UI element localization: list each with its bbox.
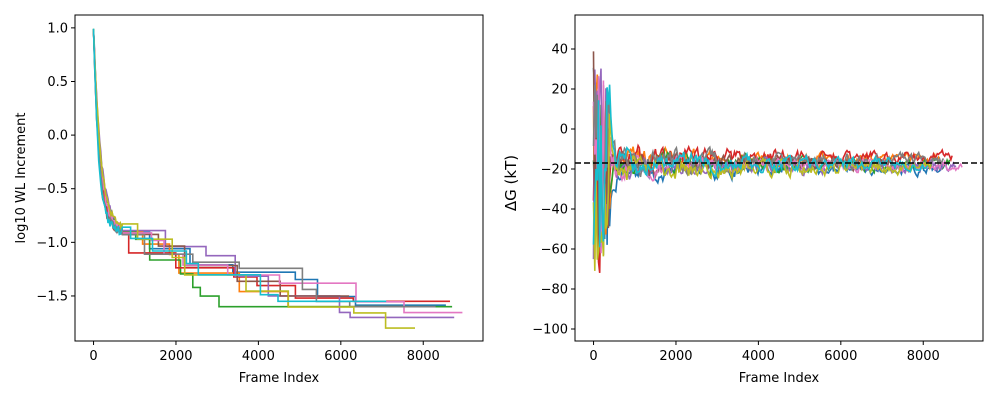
delta-g-x-tick-label: 0 bbox=[589, 349, 597, 364]
wl-x-tick-label: 6000 bbox=[324, 349, 357, 364]
wl-y-axis-label: log10 WL Increment bbox=[14, 113, 29, 244]
wl-series-line bbox=[92, 28, 415, 329]
wl-x-tick-label: 0 bbox=[89, 349, 97, 364]
wl-x-ticks: 0 2000 4000 6000 8000 bbox=[89, 341, 440, 364]
delta-g-y-tick-label: 40 bbox=[551, 43, 568, 58]
wl-x-tick-label: 4000 bbox=[242, 349, 275, 364]
delta-g-x-tick-label: 6000 bbox=[824, 349, 857, 364]
delta-g-y-ticks: 40 20 0 −20 −40 −60 −80 −100 bbox=[532, 43, 575, 338]
wl-x-tick-label: 2000 bbox=[159, 349, 192, 364]
delta-g-y-tick-label: −40 bbox=[541, 203, 568, 218]
wl-series-line bbox=[92, 28, 436, 308]
delta-g-series-line bbox=[592, 113, 932, 271]
wl-x-tick-label: 8000 bbox=[407, 349, 440, 364]
wl-increment-panel: 0 2000 4000 6000 8000 1.00.50.0−0.5−1.0−1.5 … bbox=[14, 14, 484, 386]
delta-g-y-tick-label: −100 bbox=[532, 323, 568, 338]
delta-g-x-tick-label: 2000 bbox=[659, 349, 692, 364]
wl-y-tick-label: 0.5 bbox=[47, 75, 68, 90]
delta-g-y-tick-label: −80 bbox=[541, 283, 568, 298]
delta-g-y-tick-label: −60 bbox=[541, 243, 568, 258]
delta-g-y-tick-label: −20 bbox=[541, 163, 568, 178]
delta-g-x-axis-label: Frame Index bbox=[739, 371, 820, 386]
wl-y-tick-label: 0.0 bbox=[47, 129, 68, 144]
wl-x-axis-label: Frame Index bbox=[239, 371, 320, 386]
delta-g-series-group bbox=[592, 51, 963, 273]
wl-plot-frame bbox=[74, 14, 484, 342]
delta-g-x-ticks: 0 2000 4000 6000 8000 bbox=[589, 341, 940, 364]
delta-g-panel: 0 2000 4000 6000 8000 40200−20−40−60−80−100 … bbox=[502, 14, 984, 386]
delta-g-y-axis-label: ΔG (kT) bbox=[502, 155, 520, 211]
delta-g-y-tick-label: 20 bbox=[551, 83, 568, 98]
wl-y-tick-label: −0.5 bbox=[36, 182, 68, 197]
wl-y-tick-label: −1.5 bbox=[36, 289, 68, 304]
delta-g-x-tick-label: 8000 bbox=[907, 349, 940, 364]
wl-y-tick-label: 1.0 bbox=[47, 21, 68, 36]
delta-g-x-tick-label: 4000 bbox=[742, 349, 775, 364]
delta-g-series-line bbox=[592, 84, 929, 248]
delta-g-plot-frame bbox=[574, 14, 984, 342]
delta-g-series-line bbox=[592, 76, 963, 254]
delta-g-y-tick-label: 0 bbox=[560, 123, 568, 138]
wl-series-group bbox=[92, 28, 463, 329]
wl-y-tick-label: −1.0 bbox=[36, 236, 68, 251]
wl-y-ticks: 1.0 0.5 0.0 −0.5 −1.0 −1.5 bbox=[36, 21, 75, 304]
wl-series-line bbox=[92, 28, 387, 303]
